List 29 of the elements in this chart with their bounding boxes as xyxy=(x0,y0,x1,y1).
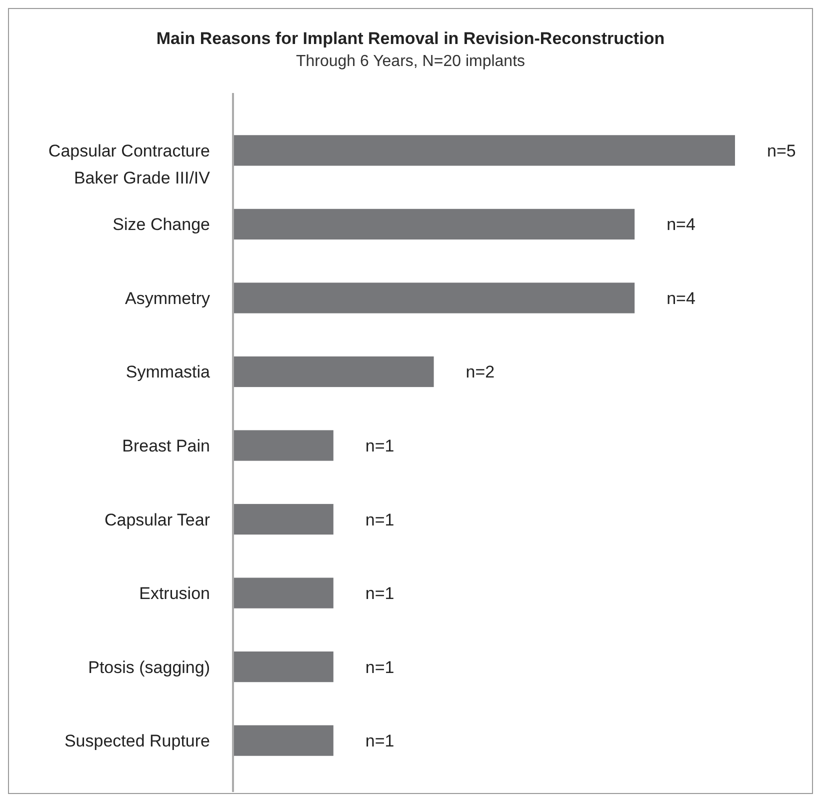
y-tick-label: Extrusion xyxy=(139,584,210,604)
y-tick-label: Suspected Rupture xyxy=(64,732,210,751)
data-label: n=1 xyxy=(365,658,394,677)
data-label: n=1 xyxy=(365,732,394,751)
bar xyxy=(233,208,635,240)
bar xyxy=(233,651,334,682)
y-tick-label: Ptosis (sagging) xyxy=(88,658,210,677)
data-label: n=2 xyxy=(466,362,495,382)
data-label: n=1 xyxy=(365,436,394,456)
data-label: n=5 xyxy=(767,141,796,160)
bar xyxy=(233,504,334,535)
y-tick-label: Asymmetry xyxy=(125,288,210,308)
y-tick-label: Size Change xyxy=(112,215,210,234)
bar xyxy=(233,135,735,166)
data-label: n=4 xyxy=(666,215,696,234)
y-tick-label: Capsular Tear xyxy=(104,510,210,530)
data-label: n=1 xyxy=(365,510,394,530)
y-tick-label: Breast Pain xyxy=(122,436,210,456)
bar xyxy=(233,430,334,461)
bar xyxy=(233,725,334,756)
data-label: n=4 xyxy=(666,288,696,308)
data-label: n=1 xyxy=(365,584,394,604)
chart-subtitle: Through 6 Years, N=20 implants xyxy=(296,53,526,70)
bar xyxy=(233,356,434,388)
chart-title: Main Reasons for Implant Removal in Revision-Reconstruction xyxy=(156,29,665,48)
bar xyxy=(233,578,334,608)
y-tick-label: Capsular Contracture Baker Grade III/IV xyxy=(48,141,211,188)
y-tick-label: Symmastia xyxy=(126,362,211,382)
bar xyxy=(233,282,635,314)
